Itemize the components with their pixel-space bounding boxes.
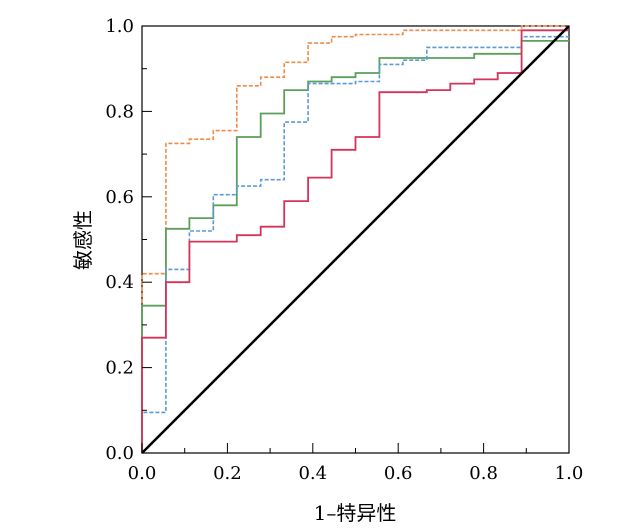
y-axis-ticks: 0.0 0.2 0.4 0.6 0.8 1.0 — [105, 16, 152, 464]
y-tick-label: 0.8 — [105, 101, 134, 122]
x-tick-label: 0.6 — [384, 463, 413, 484]
y-tick-label: 0.4 — [105, 272, 134, 293]
y-tick-label: 0.6 — [105, 187, 134, 208]
roc-curve-1 — [141, 25, 569, 453]
y-tick-label: 0.0 — [105, 443, 134, 464]
x-tick-label: 0.2 — [213, 463, 242, 484]
x-tick-label: 0.8 — [469, 463, 498, 484]
series-layer — [141, 25, 569, 453]
x-tick-label: 1.0 — [555, 463, 584, 484]
x-axis-ticks: 0.0 0.2 0.4 0.6 0.8 1.0 — [128, 443, 584, 484]
roc-curve-4 — [141, 29, 569, 453]
roc-curve-2 — [141, 40, 569, 453]
x-tick-label: 0.4 — [298, 463, 327, 484]
y-axis-label: 敏感性 — [71, 210, 95, 270]
x-tick-label: 0.0 — [128, 463, 157, 484]
x-axis-label: 1–特异性 — [314, 501, 397, 525]
y-tick-label: 0.2 — [105, 358, 134, 379]
y-tick-label: 1.0 — [105, 16, 134, 37]
reference-diagonal — [141, 25, 570, 454]
